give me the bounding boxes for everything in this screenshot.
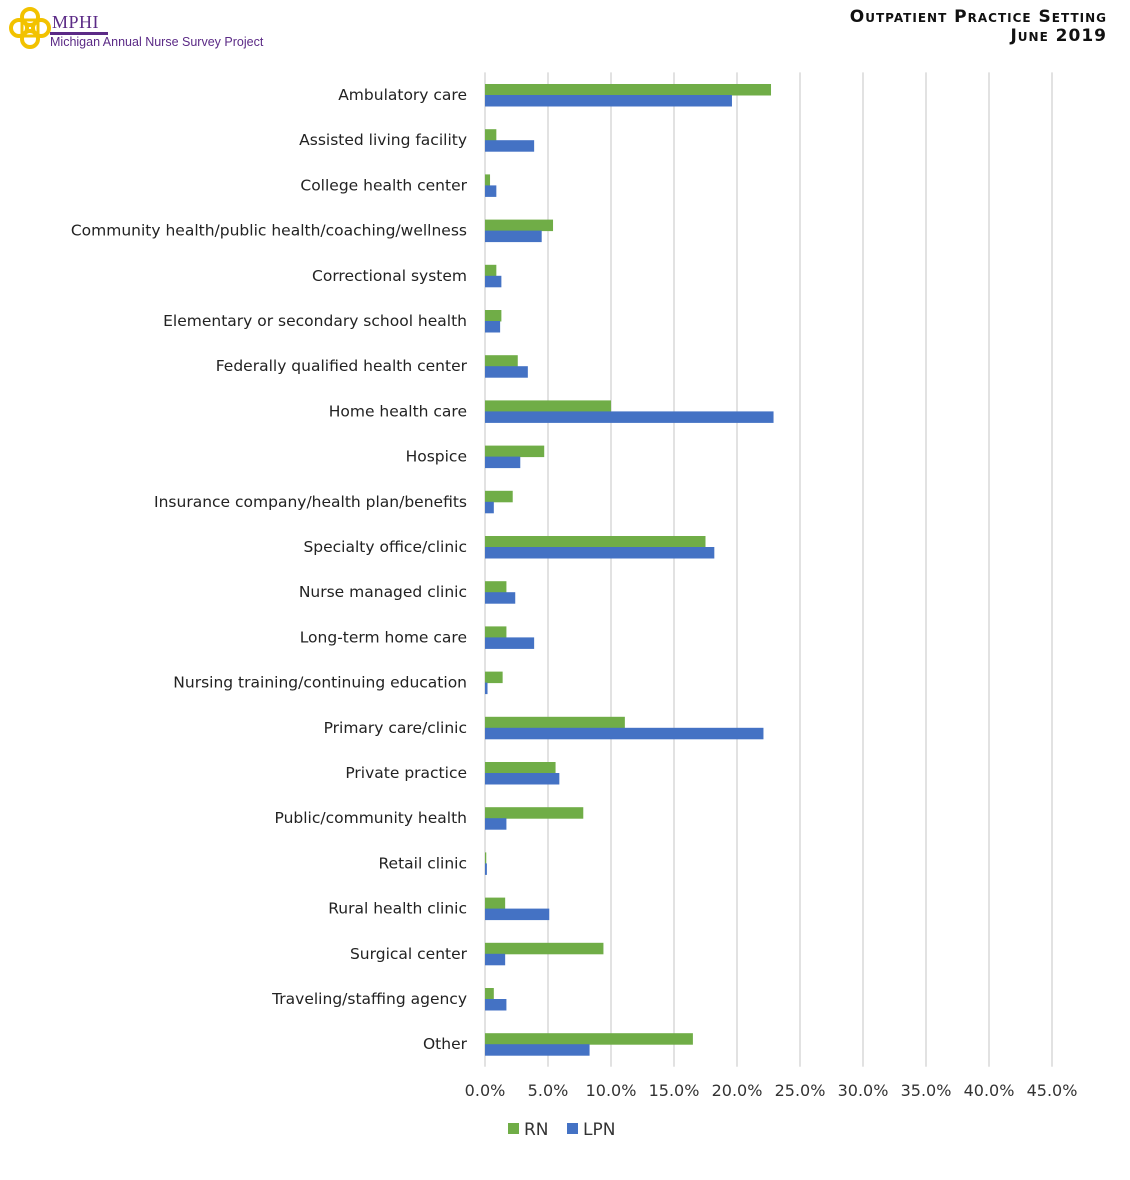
x-tick-label: 15.0% [649, 1081, 700, 1100]
logo-subtitle: Michigan Annual Nurse Survey Project [50, 35, 264, 49]
title-line-2: June 2019 [1010, 26, 1107, 46]
category-label: Correctional system [312, 267, 467, 285]
category-label: Other [423, 1035, 468, 1053]
bar-rn [485, 897, 506, 910]
bar-lpn [485, 275, 502, 288]
category-label: Home health care [329, 402, 467, 420]
bar-lpn [485, 95, 732, 107]
category-label: Long-term home care [300, 628, 467, 646]
bar-rn [485, 129, 497, 141]
x-tick-label: 20.0% [712, 1081, 763, 1100]
x-tick-label: 35.0% [901, 1081, 952, 1100]
category-label: Ambulatory care [338, 86, 467, 104]
x-tick-label: 40.0% [964, 1081, 1015, 1100]
bar-rn [485, 355, 518, 367]
bar-rn [485, 942, 604, 955]
category-label: Private practice [345, 764, 467, 782]
category-label: Insurance company/health plan/benefits [154, 493, 467, 511]
bar-lpn [485, 547, 715, 559]
bar-rn [485, 536, 706, 548]
bar-lpn [485, 185, 497, 197]
bar-rn [485, 445, 545, 458]
legend-swatch-rn [508, 1123, 519, 1134]
category-label: Federally qualified health center [216, 357, 468, 375]
bar-lpn [485, 501, 494, 514]
bar-rn [485, 219, 554, 232]
x-tick-label: 30.0% [838, 1081, 889, 1100]
legend-label-rn: RN [524, 1120, 549, 1140]
bar-lpn [485, 953, 506, 966]
bar-rn [485, 84, 772, 96]
bar-lpn [485, 1044, 590, 1056]
page-title: Outpatient Practice Setting June 2019 [850, 8, 1107, 46]
bar-rn [485, 310, 502, 322]
bar-rn [485, 988, 494, 1000]
category-label: Hospice [406, 448, 467, 466]
title-line-1: Outpatient Practice Setting [849, 7, 1107, 27]
category-label: Specialty office/clinic [303, 538, 467, 556]
bar-lpn [485, 999, 507, 1011]
x-tick-label: 5.0% [528, 1081, 569, 1100]
bar-lpn [485, 456, 521, 469]
bar-lpn [485, 366, 528, 378]
category-label: Surgical center [350, 945, 468, 963]
bar-rn [485, 716, 625, 729]
x-tick-label: 25.0% [775, 1081, 826, 1100]
bar-lpn [485, 140, 535, 152]
bar-lpn [485, 818, 507, 830]
bar-rn [485, 174, 491, 186]
category-label: College health center [300, 176, 467, 194]
category-label: Community health/public health/coaching/… [71, 222, 467, 240]
category-label: Traveling/staffing agency [271, 990, 467, 1008]
category-label: Assisted living facility [299, 131, 467, 149]
bar-rn [485, 626, 507, 638]
bar-lpn [485, 637, 535, 649]
bar-lpn [485, 863, 487, 875]
category-label: Elementary or secondary school health [163, 312, 467, 330]
bar-rn [485, 671, 503, 684]
category-label: Public/community health [275, 809, 468, 827]
x-tick-label: 0.0% [465, 1081, 506, 1100]
x-tick-label: 45.0% [1027, 1081, 1078, 1100]
bar-lpn [485, 321, 501, 333]
bar-rn [485, 490, 513, 503]
legend-swatch-lpn [567, 1123, 578, 1134]
bar-rn [485, 807, 584, 819]
bar-rn [485, 852, 487, 864]
logo-rule [50, 32, 108, 35]
category-label: Nurse managed clinic [299, 583, 467, 601]
category-label: Retail clinic [378, 854, 467, 872]
bar-lpn [485, 682, 488, 695]
x-tick-label: 10.0% [586, 1081, 637, 1100]
bar-rn [485, 1033, 693, 1045]
category-label: Rural health clinic [328, 900, 467, 918]
bar-rn [485, 762, 556, 774]
bar-lpn [485, 592, 516, 604]
category-label: Primary care/clinic [324, 719, 467, 737]
mphi-knot-icon [9, 7, 51, 49]
bar-lpn [485, 411, 774, 423]
bar-rn [485, 400, 611, 412]
bar-lpn [485, 230, 542, 243]
bar-lpn [485, 727, 764, 740]
mphi-logo: MPHI Michigan Annual Nurse Survey Projec… [8, 6, 298, 52]
legend-label-lpn: LPN [583, 1120, 615, 1140]
category-label: Nursing training/continuing education [173, 674, 467, 692]
bar-rn [485, 264, 497, 277]
logo-abbreviation: MPHI [52, 12, 100, 32]
bar-lpn [485, 908, 550, 921]
bar-lpn [485, 773, 560, 785]
bar-rn [485, 581, 507, 593]
